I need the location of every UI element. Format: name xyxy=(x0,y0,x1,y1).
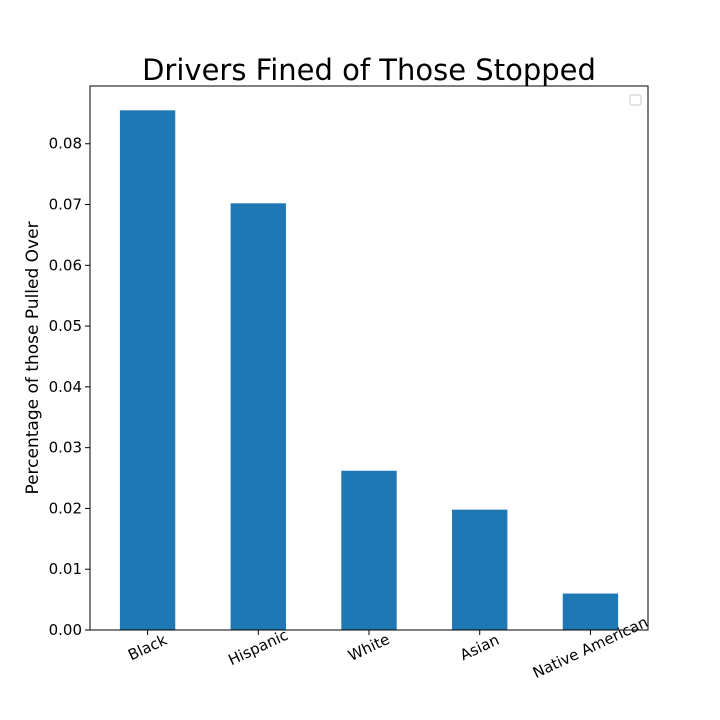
y-tick-label: 0.02 xyxy=(49,499,82,517)
y-tick-label: 0.08 xyxy=(49,135,82,153)
bar-native-american xyxy=(562,593,619,630)
bar-white xyxy=(341,470,397,630)
y-tick-label: 0.07 xyxy=(49,196,82,214)
bar-asian xyxy=(452,509,508,630)
chart-title: Drivers Fined of Those Stopped xyxy=(142,53,596,87)
y-axis: 0.00 0.01 0.02 0.03 0.04 0.05 0.06 0.07 0.08 xyxy=(49,135,90,639)
y-tick-label: 0.00 xyxy=(49,621,82,639)
x-tick-label: Asian xyxy=(457,631,502,665)
y-tick-label: 0.06 xyxy=(49,256,82,274)
x-tick-label: White xyxy=(345,630,392,665)
bars-group xyxy=(119,110,619,630)
y-axis-label: Percentage of those Pulled Over xyxy=(23,221,43,494)
y-tick-label: 0.01 xyxy=(49,560,82,578)
y-tick-label: 0.05 xyxy=(49,317,82,335)
bar-hispanic xyxy=(230,203,286,630)
y-tick-label: 0.03 xyxy=(49,439,82,457)
legend-box xyxy=(629,94,642,106)
bar-black xyxy=(119,110,176,630)
y-tick-label: 0.04 xyxy=(49,378,82,396)
x-tick-label: Black xyxy=(125,631,170,665)
